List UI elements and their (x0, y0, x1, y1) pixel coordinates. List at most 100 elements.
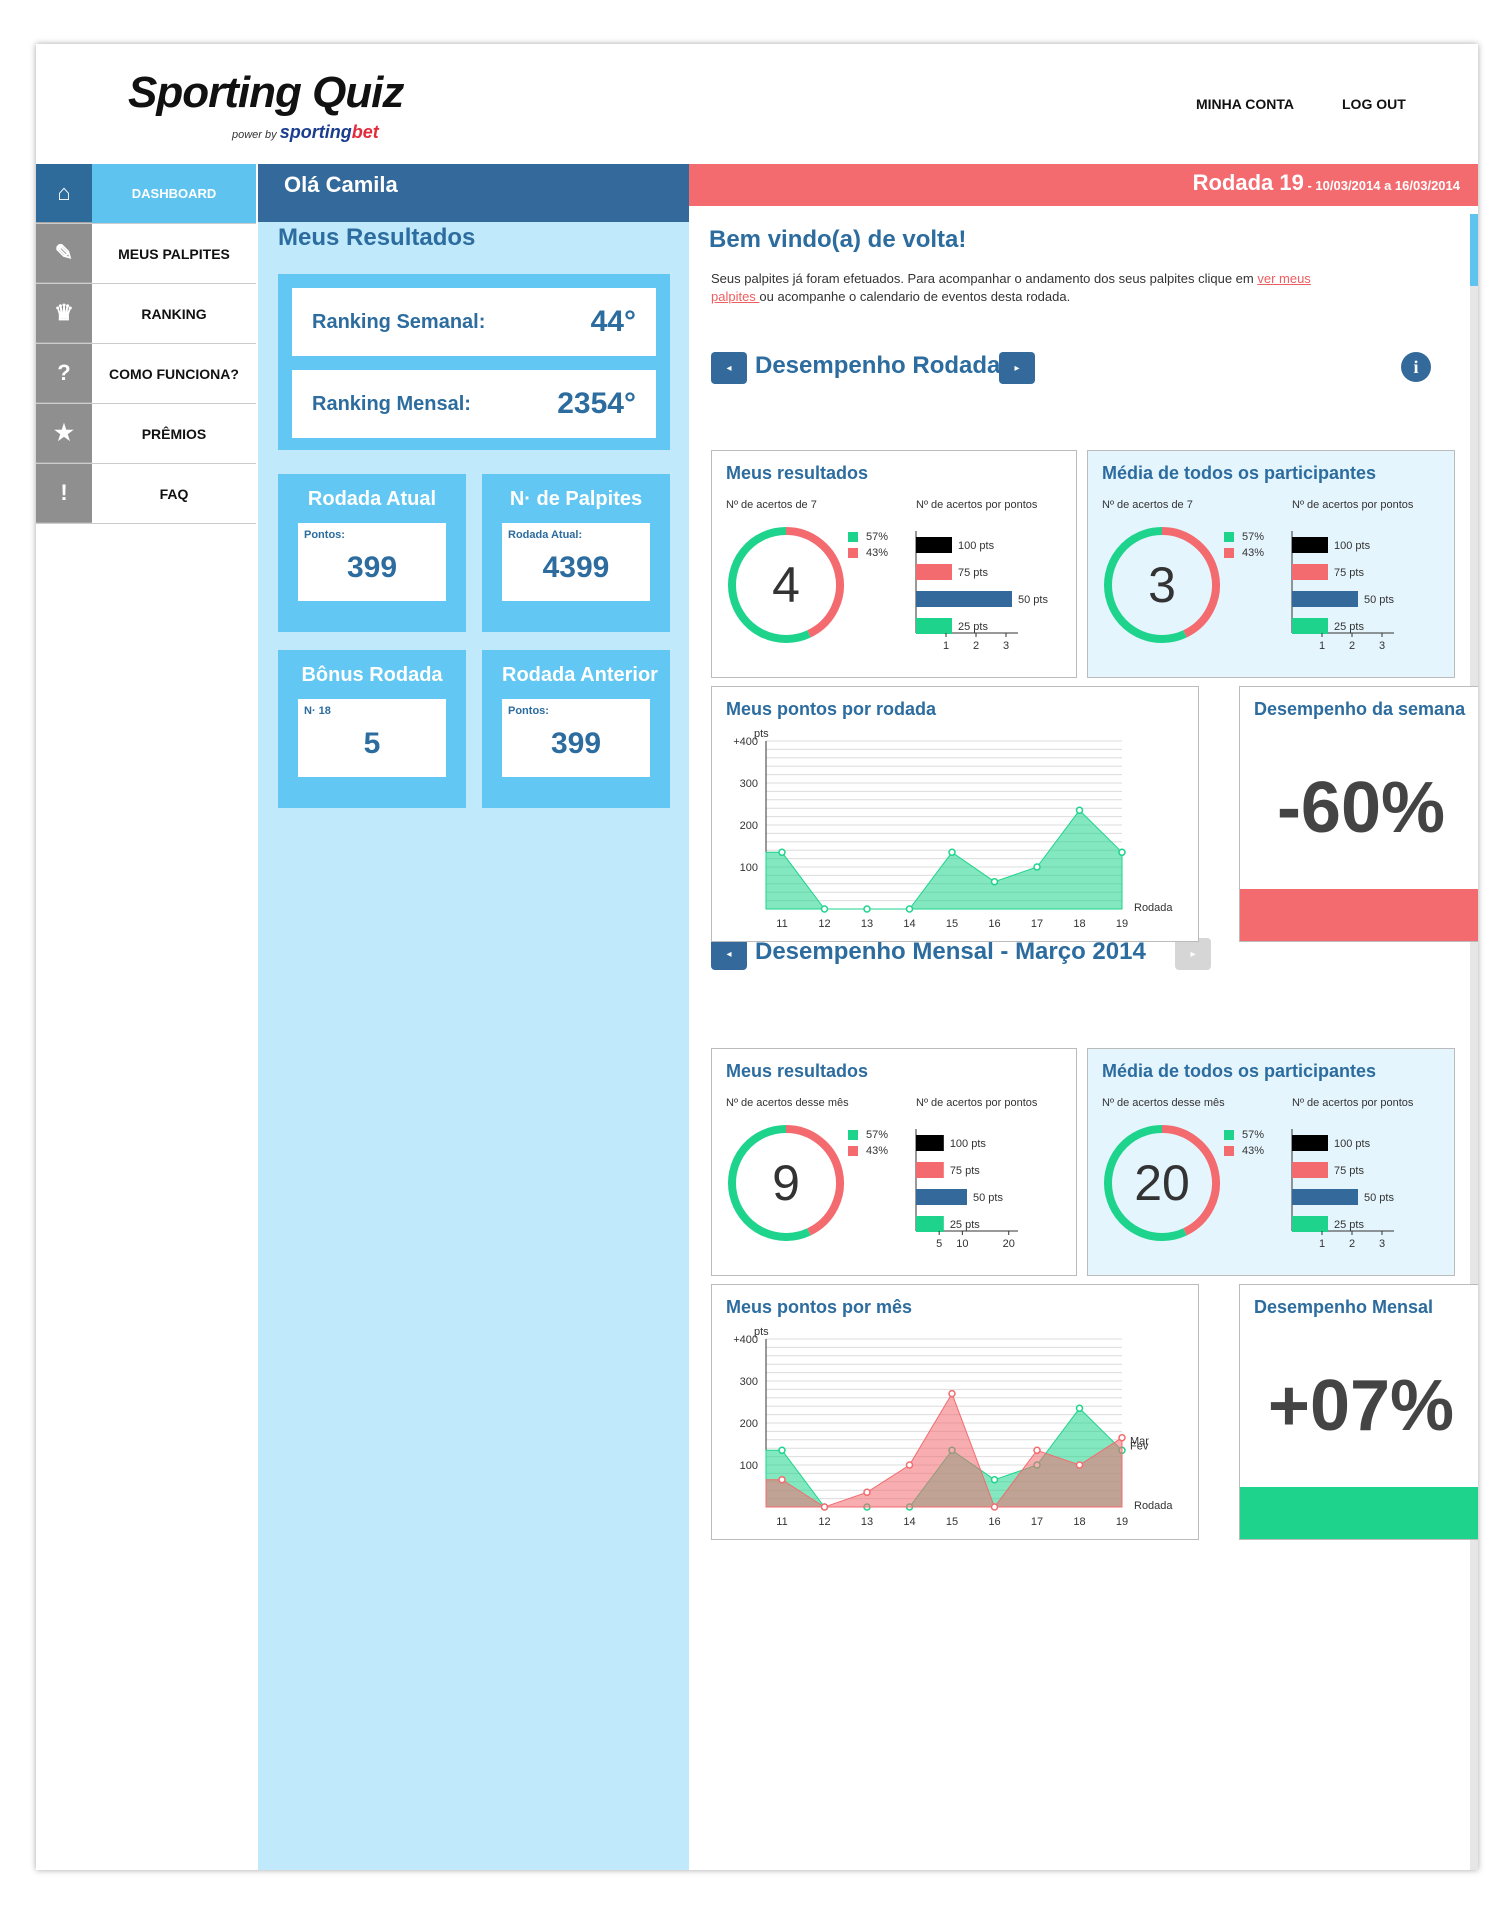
ranking-mensal: Ranking Mensal: 2354° (292, 370, 656, 438)
legend-green-swatch (1224, 532, 1234, 543)
ranking-semanal: Ranking Semanal: 44° (292, 288, 656, 356)
card-title: Meus pontos por mês (726, 1297, 913, 1317)
x-tick-label: 17 (1031, 1516, 1043, 1528)
bar-label: 50 pts (1018, 594, 1048, 606)
bar-tick-label: 2 (973, 640, 979, 652)
palpites-tile: N· de Palpites Rodada Atual: 4399 (482, 474, 670, 632)
bar-tick-label: 20 (1003, 1238, 1015, 1250)
performance-bar (1240, 1487, 1478, 1539)
sidebar-item-label: DASHBOARD (92, 164, 256, 223)
star-icon: ★ (36, 404, 92, 463)
logo-title: Sporting Quiz (128, 68, 404, 117)
data-point (1118, 1433, 1126, 1442)
bar-tick-label: 3 (1379, 1238, 1385, 1250)
card-title: Média de todos os participantes (1102, 463, 1377, 483)
y-tick-label: 100 (740, 1460, 758, 1472)
legend-red-swatch (848, 1146, 858, 1157)
card-mensal-meus-resultados: Meus resultados Nº de acertos desse mês Nº… (711, 1048, 1077, 1276)
card-sub-left: Nº de acertos de 7 (726, 499, 817, 511)
app-frame: Sporting Quiz power by sportingbet MINHA… (36, 44, 1478, 1870)
card-desempenho-mensal: Desempenho Mensal +07% (1239, 1284, 1478, 1540)
legend-green-swatch (848, 532, 858, 543)
card-sub-left: Nº de acertos desse mês (1102, 1097, 1225, 1109)
sidebar-item-faq[interactable]: ! FAQ (36, 464, 256, 524)
ranking-mensal-value: 2354° (557, 387, 636, 420)
donut-slice-red (1161, 1125, 1220, 1236)
data-point (905, 1461, 914, 1469)
tile-title: Rodada Atual (307, 488, 437, 510)
data-point (1075, 1461, 1084, 1469)
tile-sublabel: Pontos: (508, 705, 549, 717)
y-axis-label: pts (754, 1327, 769, 1338)
bar-label: 75 pts (1334, 567, 1364, 579)
bar-tick-label: 10 (956, 1238, 968, 1250)
ranking-semanal-value: 44° (590, 305, 636, 338)
legend-red-swatch (848, 548, 858, 559)
bar-tick-label: 1 (943, 640, 949, 652)
info-icon[interactable]: i (1401, 352, 1431, 382)
tile-title: Bônus Rodada (301, 664, 443, 686)
tile-value: 399 (550, 727, 602, 760)
tile-value: 5 (363, 727, 381, 760)
bar-label: 75 pts (950, 1165, 980, 1177)
donut-slice-red (785, 1125, 844, 1236)
bar-label: 100 pts (1334, 540, 1371, 552)
legend-red-swatch (1224, 1146, 1234, 1157)
pct-green: 57% (848, 1129, 888, 1141)
data-point (778, 1446, 786, 1455)
y-tick-label: 200 (740, 1418, 758, 1430)
section-mensal-title: Desempenho Mensal - Março 2014 (755, 938, 1146, 965)
bar-label: 50 pts (1364, 1192, 1394, 1204)
prev-month-button[interactable]: ◂ (711, 938, 747, 970)
bar-2 (1292, 1189, 1358, 1205)
sidebar-item-dashboard[interactable]: ⌂ DASHBOARD (36, 164, 256, 224)
y-tick-label: 300 (740, 778, 758, 790)
donut-center-label: 20 (1134, 1155, 1190, 1211)
bar-label: 75 pts (1334, 1165, 1364, 1177)
x-tick-label: 15 (946, 1516, 958, 1528)
pct-red: 43% (848, 547, 888, 559)
sidebar-item-como-funciona[interactable]: ? COMO FUNCIONA? (36, 344, 256, 404)
pct-green: 57% (1224, 531, 1264, 543)
y-axis-label: pts (754, 729, 769, 740)
sidebar-item-ranking[interactable]: ♛ RANKING (36, 284, 256, 344)
bar-tick-label: 3 (1003, 640, 1009, 652)
bar-label: 100 pts (950, 1138, 987, 1150)
minha-conta-link[interactable]: MINHA CONTA (1196, 96, 1294, 112)
edit-icon: ✎ (36, 224, 92, 283)
x-tick-label: 19 (1116, 918, 1128, 930)
x-tick-label: 13 (861, 918, 873, 930)
scrollbar[interactable] (1470, 214, 1478, 1870)
tile-sublabel: N· 18 (304, 705, 331, 717)
next-month-button[interactable]: ▸ (1175, 938, 1211, 970)
tile-sublabel: Pontos: (304, 529, 345, 541)
sidebar-item-prêmios[interactable]: ★ PRÊMIOS (36, 404, 256, 464)
data-point (1033, 1446, 1041, 1455)
logout-link[interactable]: LOG OUT (1342, 96, 1406, 112)
data-point (1118, 848, 1126, 857)
card-title: Meus resultados (726, 1061, 869, 1081)
data-point (948, 1389, 956, 1398)
next-rodada-button[interactable]: ▸ (999, 352, 1035, 384)
ver-meus-palpites-link[interactable]: ver meus palpites (711, 271, 1311, 304)
card-rodada-media: Média de todos os participantes Nº de ace… (1087, 450, 1455, 678)
data-point (1075, 1404, 1084, 1413)
logo[interactable]: Sporting Quiz power by sportingbet (128, 68, 404, 142)
legend-red-swatch (1224, 548, 1234, 559)
prev-rodada-button[interactable]: ◂ (711, 352, 747, 384)
donut-center-label: 9 (772, 1155, 800, 1211)
y-tick-label: +400 (733, 1334, 758, 1346)
bar-tick-label: 1 (1319, 1238, 1325, 1250)
card-sub-right: Nº de acertos por pontos (1292, 1097, 1414, 1109)
donut-chart: 20 (1104, 1125, 1220, 1241)
bar-label: 50 pts (1364, 594, 1394, 606)
y-tick-label: 300 (740, 1376, 758, 1388)
sidebar-item-meus-palpites[interactable]: ✎ MEUS PALPITES (36, 224, 256, 284)
rodada-dates: - 10/03/2014 a 16/03/2014 (1303, 178, 1460, 193)
donut-slice-green (1104, 527, 1187, 643)
bar-0 (1292, 1135, 1328, 1151)
meus-resultados-title: Meus Resultados (278, 224, 476, 251)
scrollbar-thumb[interactable] (1470, 214, 1478, 286)
x-tick-label: 11 (776, 918, 787, 930)
rodada-header: Rodada 19 - 10/03/2014 a 16/03/2014 (689, 164, 1478, 206)
